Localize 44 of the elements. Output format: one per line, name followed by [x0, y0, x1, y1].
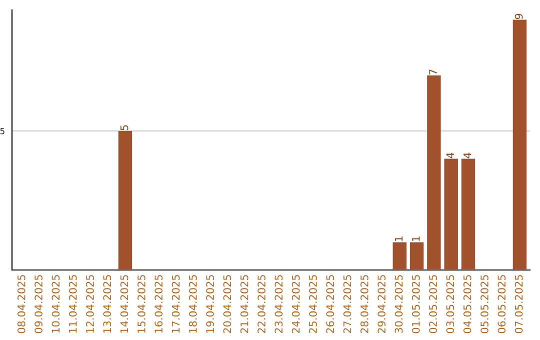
x-tick-label: 24.04.2025	[292, 275, 300, 334]
data-label: 7	[429, 70, 437, 74]
data-label: 1	[412, 236, 420, 242]
data-label: 1	[394, 236, 403, 242]
x-tick-label: 12.04.2025	[86, 275, 94, 333]
x-tick-label: 28.04.2025	[360, 275, 368, 334]
x-tick-label: 04.05.2025	[463, 275, 472, 334]
x-tick-label: 16.04.2025	[154, 275, 163, 333]
x-tick-label: 29.04.2025	[378, 275, 386, 334]
x-tick-label: 21.04.2025	[240, 275, 248, 334]
x-tick-label: 02.05.2025	[429, 275, 437, 334]
data-label: 4	[446, 152, 454, 158]
bar	[427, 75, 441, 270]
bar	[118, 130, 132, 270]
x-tick-label: 17.04.2025	[172, 275, 180, 333]
x-tick-label: 26.04.2025	[326, 275, 334, 334]
x-tick-label: 07.05.2025	[514, 275, 523, 334]
bar	[512, 20, 527, 270]
x-tick-label: 18.04.2025	[188, 275, 197, 333]
x-tick-label: 13.04.2025	[103, 275, 112, 333]
x-tick-label: 15.04.2025	[138, 275, 146, 333]
x-tick-label: 11.04.2025	[68, 275, 77, 333]
x-tick-label: 14.04.2025	[120, 275, 128, 333]
x-tick-label: 20.04.2025	[223, 275, 232, 334]
data-label: 5	[120, 125, 128, 130]
x-tick-label: 03.05.2025	[446, 275, 454, 334]
bar	[461, 158, 476, 270]
x-tick-label: 22.04.2025	[258, 275, 266, 334]
x-tick-label: 08.04.2025	[17, 275, 26, 334]
x-tick-label: 06.05.2025	[498, 275, 506, 334]
data-label: 4	[464, 152, 472, 158]
data-label: 9	[514, 14, 523, 20]
bar	[392, 242, 407, 270]
x-tick-label: 05.05.2025	[480, 275, 488, 334]
x-tick-label: 10.04.2025	[52, 275, 60, 333]
x-tick-label: 23.04.2025	[274, 275, 283, 334]
x-tick-label: 27.04.2025	[343, 275, 352, 334]
bar	[444, 158, 458, 270]
x-tick-label: 01.05.2025	[412, 275, 420, 334]
bar	[410, 242, 424, 270]
x-tick-label: 09.04.2025	[34, 275, 42, 334]
x-tick-label: 19.04.2025	[206, 275, 214, 333]
x-tick-label: 25.04.2025	[309, 275, 317, 334]
x-tick-label: 30.04.2025	[394, 275, 403, 334]
